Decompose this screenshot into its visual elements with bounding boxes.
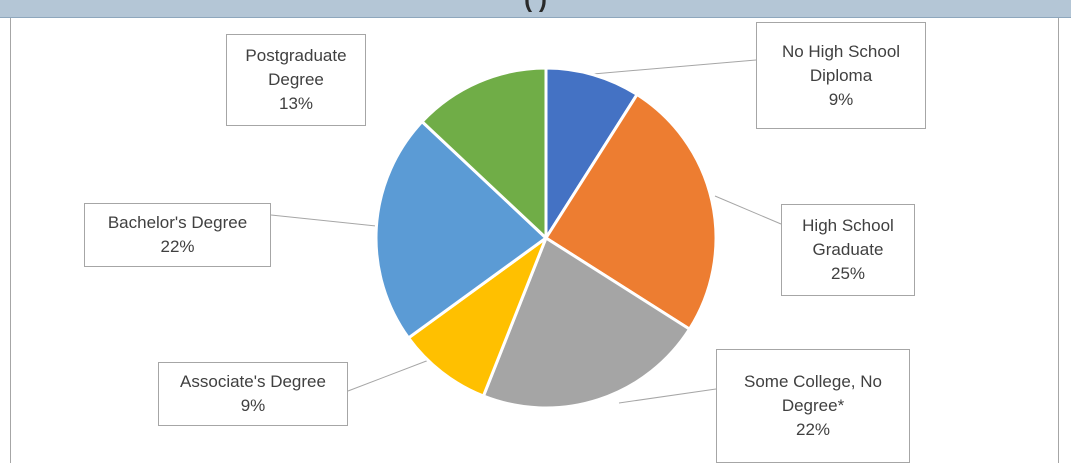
pie-chart [270,59,782,410]
data-label-category-line: No High School [781,41,901,61]
data-label-percent: 13% [278,94,314,113]
pie-slice-1 [544,66,639,240]
data-label-category-line: High School [802,216,894,235]
data-label-category-line: Some College, No [744,372,882,391]
data-label-5: Bachelor's Degree 22% [84,203,271,267]
header-band: ( ) [0,0,1071,18]
pie-slice-4 [406,236,548,398]
chart-frame: No High School Diploma 9% High School Gradua… [10,18,1059,463]
data-label-3: Some College, No Degree* 22% [716,349,910,463]
leader-line-3 [618,388,717,404]
data-label-category-line: Diploma [809,65,873,85]
pie-slice-6 [420,66,548,240]
pie-slice-3 [481,236,692,410]
data-label-percent: 22% [795,420,831,439]
pie-slices [374,66,718,410]
data-label-category-line: Degree [268,70,324,89]
data-label-category-line: Postgraduate [245,46,347,65]
leader-line-4 [347,359,430,392]
data-label-4: Associate's Degree 9% [158,362,348,426]
data-label-2: High School Graduate 25% [781,204,915,296]
data-label-category-line: Bachelor's Degree [107,213,248,232]
pie-slice-2 [544,92,718,331]
data-label-category-line: Graduate [812,240,884,259]
leader-line-1 [592,59,757,75]
data-label-percent: 9% [828,89,854,109]
data-label-percent: 22% [160,237,195,256]
leader-line-2 [714,195,782,225]
data-label-percent: 9% [240,396,266,415]
leader-line-5 [270,214,387,228]
chart-title-partial: ( ) [0,0,1071,14]
data-label-1: No High School Diploma 9% [756,22,926,129]
pie-slice-5 [374,120,548,340]
data-label-percent: 25% [830,264,866,283]
leader-lines [270,59,782,404]
data-label-category-line: Associate's Degree [180,372,326,391]
data-label-6: Postgraduate Degree 13% [226,34,366,126]
data-label-category-line: Degree* [781,396,845,415]
